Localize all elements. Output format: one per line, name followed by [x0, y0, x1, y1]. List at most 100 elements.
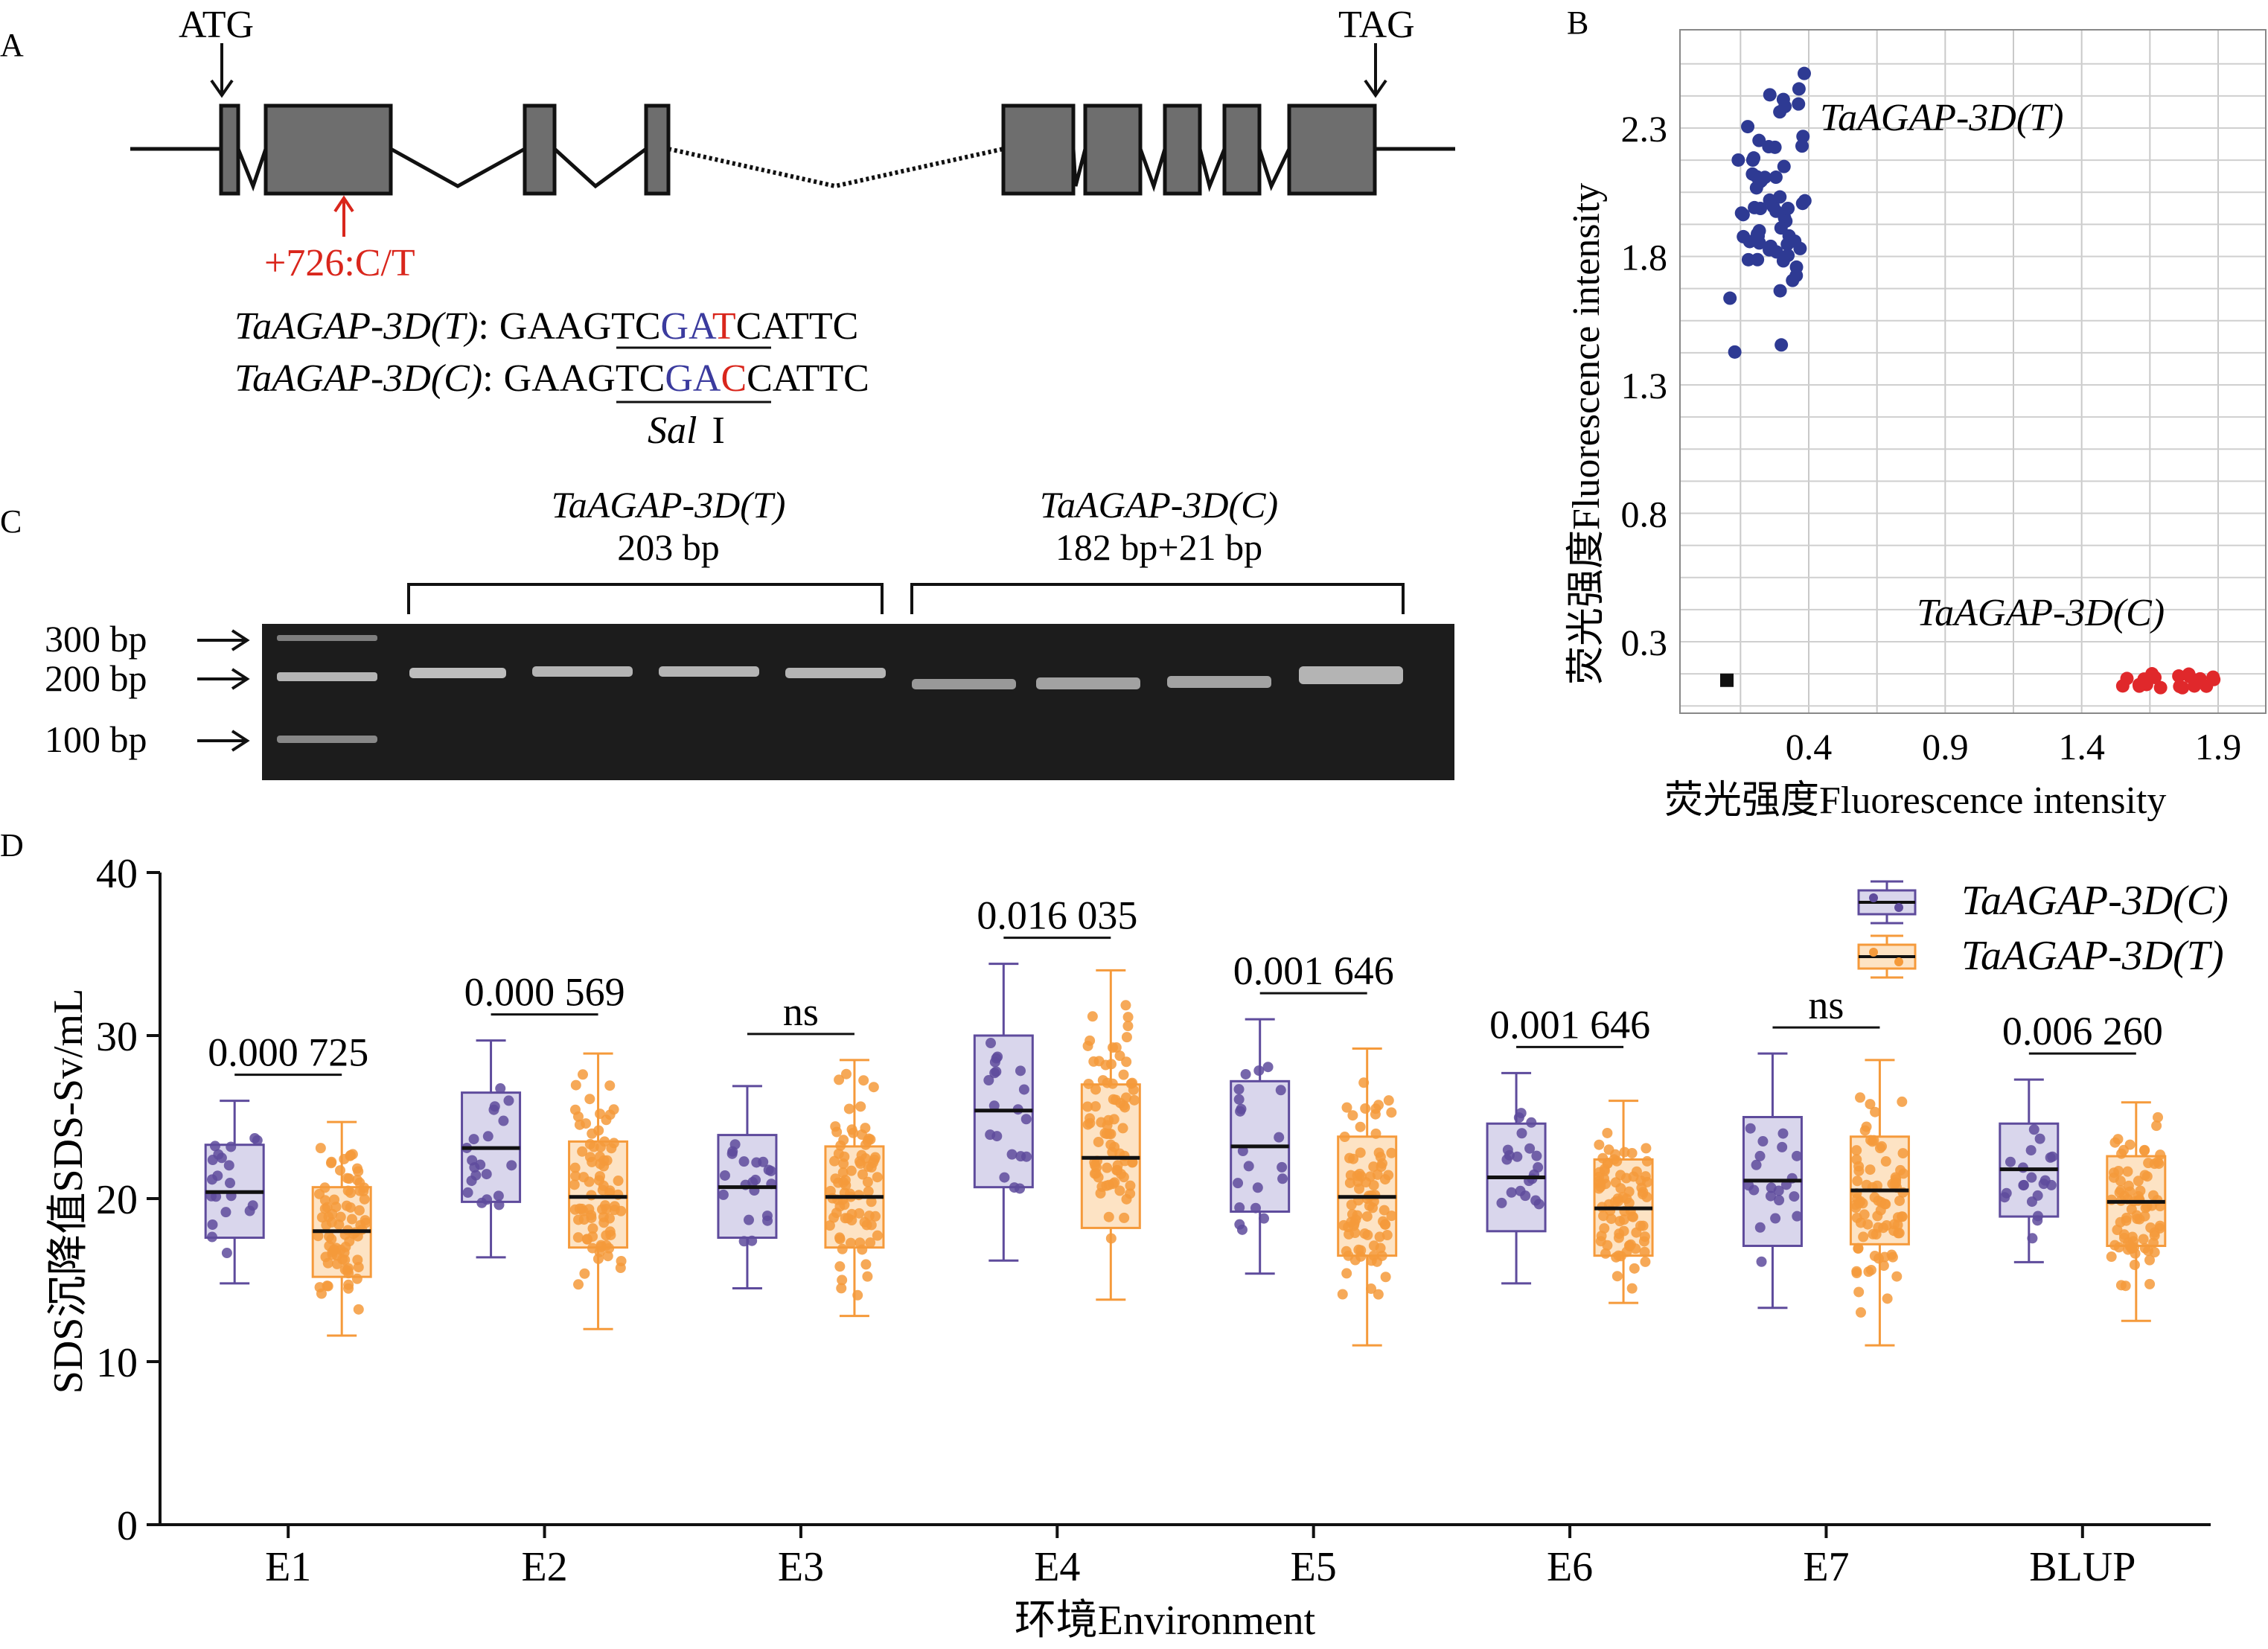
data-point [1366, 1283, 1377, 1295]
data-point [2118, 1229, 2130, 1240]
data-point [1887, 1178, 1898, 1190]
significance-label: 0.000 569 [464, 970, 625, 1015]
data-point [493, 1199, 505, 1211]
scatter-point-t [1763, 193, 1777, 207]
data-point [466, 1176, 477, 1187]
data-point [354, 1205, 365, 1216]
data-point [1641, 1155, 1652, 1167]
data-point [1745, 1123, 1756, 1134]
data-point [1128, 1084, 1139, 1095]
data-point [1880, 1156, 1891, 1167]
data-point [843, 1103, 855, 1114]
data-point [587, 1156, 598, 1167]
data-point [1277, 1173, 1288, 1184]
scatter-point-t [1796, 130, 1810, 144]
data-point [360, 1215, 371, 1226]
scatter-x-tick: 1.4 [2058, 726, 2105, 768]
scatter-point-t [1773, 284, 1787, 298]
x-tick-label: E6 [1547, 1544, 1593, 1590]
data-point [1250, 1202, 1261, 1213]
data-point [1599, 1222, 1610, 1234]
data-point [1777, 1141, 1788, 1152]
panel-b: B 2.3 1.8 1.3 0.8 0.3 0.4 0.9 1.4 1.9 TaAGAP-3D(… [1565, 4, 2267, 822]
data-point [1370, 1109, 1381, 1120]
data-point [2120, 1280, 2131, 1292]
data-point [2147, 1190, 2159, 1201]
y-tick-label: 20 [96, 1177, 138, 1223]
data-point [1233, 1178, 1244, 1189]
data-point [1114, 1185, 1125, 1196]
x-tick-label: E1 [265, 1544, 311, 1590]
scatter-point-t [1728, 345, 1742, 359]
data-point [2151, 1120, 2162, 1132]
data-point [319, 1182, 330, 1193]
data-point [1373, 1100, 1384, 1111]
scatter-point-t [1773, 190, 1787, 204]
data-point [986, 1038, 997, 1049]
data-point [339, 1254, 351, 1266]
significance-label: ns [783, 989, 819, 1034]
data-point [846, 1237, 857, 1248]
panel-c: C TaAGAP-3D(T) 203 bp TaAGAP-3D(C) 182 b… [0, 484, 1454, 780]
box-c-E7 [1742, 1052, 1803, 1310]
gel-bracket-c [910, 583, 1405, 614]
box-c-E2 [461, 1039, 522, 1259]
data-point [1125, 1188, 1136, 1199]
gel-group-t-size: 203 bp [617, 526, 720, 568]
data-point [352, 1254, 363, 1266]
data-point [1122, 1012, 1134, 1023]
box-t-E7 [1849, 1059, 1910, 1347]
data-point [1383, 1095, 1394, 1106]
data-point [2138, 1234, 2149, 1245]
data-point [834, 1074, 845, 1085]
data-point [1112, 1160, 1123, 1171]
data-point [863, 1186, 874, 1197]
data-point [1358, 1077, 1370, 1088]
scatter-point-t [1754, 202, 1768, 216]
data-point [1613, 1196, 1624, 1207]
data-point [726, 1148, 738, 1159]
start-codon-label: ATG [179, 4, 254, 46]
data-point [482, 1194, 493, 1205]
data-point [1789, 1191, 1800, 1202]
data-point [762, 1215, 773, 1226]
data-point [1006, 1149, 1018, 1160]
data-point [1603, 1144, 1614, 1155]
data-point [1355, 1171, 1367, 1182]
data-point [718, 1189, 729, 1200]
data-point [586, 1212, 597, 1223]
data-point [319, 1203, 330, 1214]
data-point [1882, 1293, 1893, 1304]
data-point [1851, 1212, 1862, 1223]
sequence-t-snp: T [712, 305, 736, 348]
data-point [1524, 1143, 1536, 1154]
data-point [1087, 1011, 1098, 1022]
data-point [2133, 1176, 2144, 1187]
data-point [1770, 1213, 1781, 1224]
scatter-point-t [1751, 252, 1765, 267]
data-point [469, 1162, 480, 1173]
data-point [2138, 1145, 2150, 1156]
scatter-y-tick: 0.3 [1621, 622, 1668, 663]
data-point [1626, 1283, 1638, 1294]
data-point [211, 1191, 222, 1202]
data-point [1513, 1112, 1524, 1123]
data-point [1108, 1114, 1119, 1125]
gel-bands [277, 635, 1403, 743]
exons [219, 103, 1377, 196]
data-point [1879, 1251, 1890, 1263]
data-point [1611, 1271, 1623, 1282]
scatter-x-label: 荧光强度Fluorescence intensity [1664, 779, 2166, 822]
data-point [2109, 1167, 2120, 1178]
legend-swatch-c [1857, 880, 1917, 925]
data-point [1376, 1250, 1387, 1261]
scatter-points [1720, 66, 2221, 695]
data-point [840, 1068, 852, 1079]
data-point [359, 1193, 370, 1205]
scatter-point-t [1773, 105, 1787, 119]
legend-swatch-t [1857, 934, 1917, 979]
data-point [840, 1175, 851, 1186]
gel-group-c-size: 182 bp+21 bp [1055, 526, 1262, 568]
panel-a-label: A [0, 27, 24, 63]
